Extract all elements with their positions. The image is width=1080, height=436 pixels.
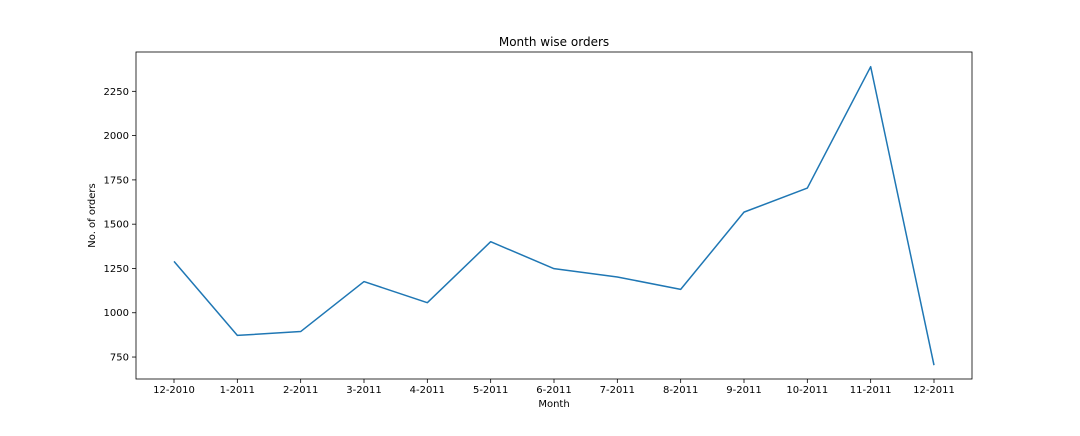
x-tick-label: 12-2010	[153, 385, 195, 396]
y-tick-label: 1500	[104, 220, 129, 231]
y-tick-label: 2250	[104, 87, 129, 98]
y-tick-label: 1750	[104, 175, 129, 186]
x-axis-label: Month	[538, 399, 569, 410]
x-tick-label: 10-2011	[786, 385, 828, 396]
plot-area-frame	[136, 52, 972, 379]
y-tick-label: 1000	[104, 308, 129, 319]
x-tick-label: 1-2011	[220, 385, 255, 396]
x-tick-label: 9-2011	[726, 385, 761, 396]
y-axis-ticks: 750 1000 1250 1500 1750 2000 2250	[104, 87, 136, 364]
series-line	[174, 67, 934, 365]
y-tick-label: 750	[110, 353, 129, 364]
x-tick-label: 6-2011	[536, 385, 571, 396]
chart-title: Month wise orders	[499, 35, 609, 49]
x-tick-label: 2-2011	[283, 385, 318, 396]
x-axis-ticks: 12-2010 1-2011 2-2011 3-2011 4-2011 5-2011 6-2…	[153, 379, 955, 396]
x-tick-label: 7-2011	[600, 385, 635, 396]
x-tick-label: 4-2011	[410, 385, 445, 396]
y-tick-label: 2000	[104, 131, 129, 142]
x-tick-label: 5-2011	[473, 385, 508, 396]
series-group	[174, 67, 934, 366]
y-tick-label: 1250	[104, 264, 129, 275]
y-axis-label: No. of orders	[87, 183, 98, 247]
x-tick-label: 8-2011	[663, 385, 698, 396]
x-tick-label: 12-2011	[913, 385, 955, 396]
x-tick-label: 3-2011	[346, 385, 381, 396]
x-tick-label: 11-2011	[850, 385, 892, 396]
